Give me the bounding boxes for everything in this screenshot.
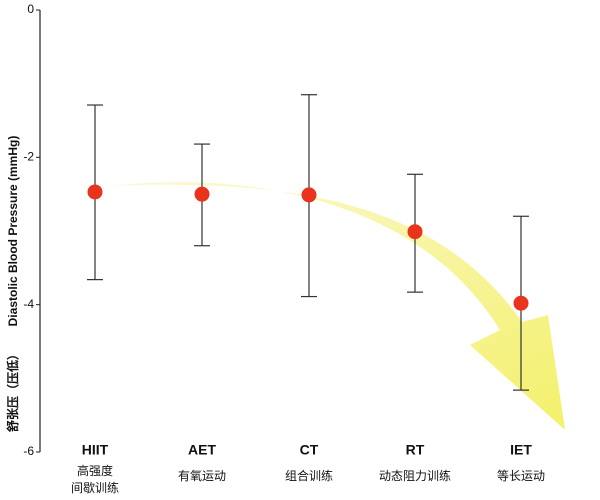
- category-subtitle: 动态阻力训练: [379, 468, 451, 483]
- y-tick-label: -2: [23, 150, 34, 164]
- x-tick-label: AET: [188, 442, 216, 458]
- y-axis-label-cn: 舒张压（压低）: [5, 348, 20, 433]
- trend-arrow: [110, 182, 565, 430]
- category-subtitle: 有氧运动: [178, 469, 226, 483]
- point: [87, 184, 103, 200]
- category-subtitle: 组合训练: [285, 468, 333, 483]
- category-subtitle: 等长运动: [497, 469, 545, 483]
- x-tick-label: RT: [406, 442, 425, 458]
- y-tick-label: 0: [27, 2, 34, 16]
- x-tick-label: IET: [510, 442, 532, 458]
- point: [407, 224, 423, 240]
- x-tick-label: HIIT: [82, 442, 109, 458]
- x-tick-label: CT: [300, 442, 319, 458]
- point: [194, 186, 210, 202]
- y-axis-label: Diastolic Blood Pressure (mmHg): [6, 136, 20, 327]
- y-tick-label: -6: [23, 444, 34, 458]
- point: [301, 187, 317, 203]
- y-tick-label: -4: [23, 297, 34, 311]
- point: [513, 295, 529, 311]
- category-subtitle: 高强度间歇训练: [71, 463, 119, 495]
